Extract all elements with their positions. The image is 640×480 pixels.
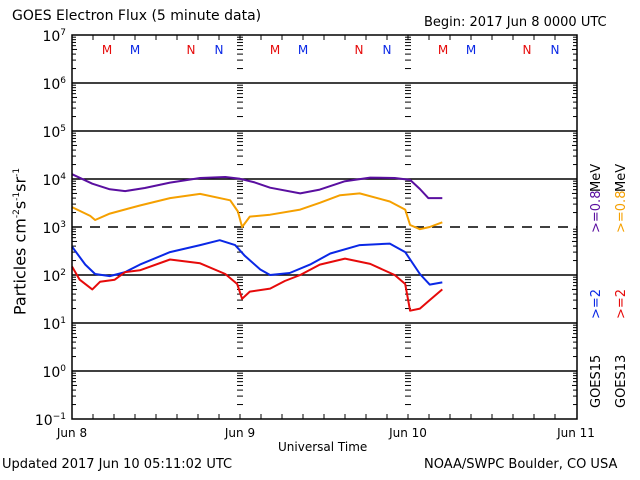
legend-mev-15: MeV	[589, 163, 604, 192]
marker-m: M	[130, 43, 140, 57]
legend-goes13: GOES13	[614, 354, 629, 408]
x-tick-label: Jun 8	[56, 426, 87, 440]
series-line-goes15-2-mev	[71, 239, 443, 286]
legend-goes15: GOES15	[589, 354, 604, 408]
marker-n: N	[523, 43, 532, 57]
marker-m: M	[298, 43, 308, 57]
x-axis-label: Universal Time	[278, 440, 368, 454]
marker-n: N	[355, 43, 364, 57]
axis-ticks	[72, 35, 577, 419]
marker-n: N	[383, 43, 392, 57]
marker-m: M	[466, 43, 476, 57]
updated-timestamp: Updated 2017 Jun 10 05:11:02 UTC	[2, 457, 233, 472]
marker-m: M	[270, 43, 280, 57]
chart-title: GOES Electron Flux (5 minute data)	[12, 8, 262, 24]
y-tick-label: 10−1	[35, 412, 66, 429]
legend-goes13-high: >=2	[614, 288, 629, 319]
x-tick-labels: Jun 8 Jun 9 Jun 10 Jun 11	[56, 426, 595, 440]
legend-goes13-low: >=0.8	[614, 190, 629, 233]
series-line-goes13-0-8-mev	[71, 192, 443, 231]
series-line-goes15-0-8-mev	[71, 173, 443, 200]
x-tick-label: Jun 11	[556, 426, 595, 440]
legend-goes15-high: >=2	[589, 288, 604, 319]
y-tick-labels: 107 106 105 104 103 102 101 100 10−1	[35, 28, 66, 429]
y-tick-label: 107	[42, 28, 66, 45]
credit-text: NOAA/SWPC Boulder, CO USA	[424, 457, 618, 472]
x-tick-label: Jun 10	[388, 426, 427, 440]
begin-time: Begin: 2017 Jun 8 0000 UTC	[424, 15, 607, 30]
marker-m: M	[102, 43, 112, 57]
plot-frame	[71, 34, 578, 420]
y-tick-label: 100	[42, 364, 66, 381]
x-tick-label: Jun 9	[224, 426, 255, 440]
y-tick-label: 106	[42, 76, 66, 93]
series-line-goes13-2-mev	[71, 257, 443, 312]
legend-goes15-low: >=0.8	[589, 190, 604, 233]
marker-n: N	[187, 43, 196, 57]
y-tick-label: 102	[42, 268, 66, 285]
y-tick-label: 105	[42, 124, 66, 141]
marker-n: N	[551, 43, 560, 57]
marker-m: M	[438, 43, 448, 57]
y-tick-label: 104	[42, 172, 66, 189]
gridlines	[72, 82, 577, 372]
marker-n: N	[215, 43, 224, 57]
y-tick-label: 101	[42, 316, 66, 333]
legend-mev-13: MeV	[614, 163, 629, 192]
series-lines	[71, 173, 443, 312]
y-tick-label: 103	[42, 220, 66, 237]
